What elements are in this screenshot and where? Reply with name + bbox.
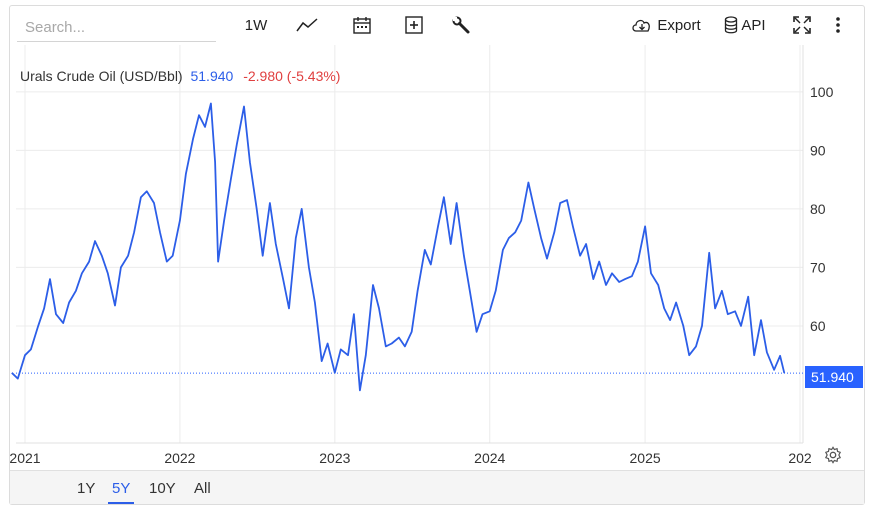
y-tick-label: 100: [810, 84, 834, 100]
y-tick-label: 60: [810, 318, 826, 334]
range-button-1y[interactable]: 1Y: [77, 480, 96, 497]
wrench-icon: [451, 15, 471, 35]
indicators-button[interactable]: [450, 10, 472, 40]
range-button-10y[interactable]: 10Y: [149, 480, 176, 497]
cloud-download-icon: [631, 17, 653, 33]
y-tick-label: 90: [810, 142, 826, 158]
export-button[interactable]: Export: [630, 10, 702, 40]
more-vertical-icon: [835, 16, 841, 34]
x-tick-label: 202: [788, 450, 812, 466]
legend-change: -2.980 (-5.43%): [243, 68, 341, 84]
interval-label: 1W: [244, 16, 268, 34]
fullscreen-button[interactable]: [790, 10, 814, 40]
chart-settings-button[interactable]: [824, 446, 844, 466]
line-chart-icon: [296, 17, 318, 33]
calendar-icon: [352, 15, 372, 35]
chart-frame: [9, 5, 865, 505]
chart-legend: Urals Crude Oil (USD/Bbl) 51.940 -2.980 …: [20, 68, 340, 84]
toolbar: 1W Export API: [0, 0, 873, 50]
add-compare-icon: [404, 15, 424, 35]
y-tick-label: 80: [810, 201, 826, 217]
api-button[interactable]: API: [722, 10, 768, 40]
range-bar: 1Y 5Y 10Y All: [10, 470, 864, 504]
legend-symbol-name: Urals Crude Oil (USD/Bbl): [20, 68, 183, 84]
x-tick-label: 2024: [474, 450, 505, 466]
more-button[interactable]: [830, 10, 846, 40]
legend-last-value: 51.940: [190, 68, 234, 84]
gear-icon: [824, 446, 842, 468]
date-range-button[interactable]: [350, 10, 374, 40]
export-label: Export: [657, 16, 701, 34]
api-label: API: [741, 16, 766, 34]
fullscreen-icon: [792, 15, 812, 35]
last-price-tag: 51.940: [805, 366, 863, 388]
x-tick-label: 2025: [630, 450, 661, 466]
price-chart[interactable]: 60 70 80 90 100 2021 2022 2023 2024 2025 202: [0, 0, 873, 470]
y-tick-label: 70: [810, 259, 826, 275]
search-input[interactable]: [17, 14, 216, 42]
range-button-all[interactable]: All: [194, 480, 211, 497]
x-tick-label: 2023: [319, 450, 350, 466]
database-icon: [724, 16, 738, 34]
range-button-5y[interactable]: 5Y: [108, 480, 135, 504]
chart-type-button[interactable]: [294, 10, 320, 40]
interval-button[interactable]: 1W: [242, 10, 270, 40]
x-tick-label: 2022: [164, 450, 195, 466]
x-tick-label: 2021: [9, 450, 40, 466]
series-line-urals: [11, 102, 786, 392]
add-compare-button[interactable]: [402, 10, 426, 40]
